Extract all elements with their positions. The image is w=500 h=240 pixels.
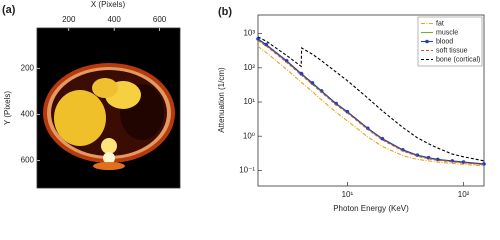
x-tick-label: 10¹: [342, 190, 354, 199]
x-tick-label: 400: [107, 15, 121, 24]
data-point: [264, 42, 268, 47]
panel-label: (b): [218, 6, 232, 18]
y-tick-label: 10¹: [243, 97, 255, 106]
series-line: [257, 38, 485, 165]
data-point: [299, 72, 304, 76]
y-tick-label: 10⁻¹: [239, 166, 255, 175]
x-axis-label: X (Pixels): [91, 0, 126, 9]
data-point: [345, 109, 350, 114]
x-tick-label: 200: [62, 15, 76, 24]
y-tick-label: 10²: [243, 63, 255, 72]
legend-label: blood: [436, 38, 453, 45]
legend-label: fat: [436, 20, 444, 27]
y-tick-label: 400: [21, 109, 35, 118]
data-point: [482, 162, 486, 166]
legend-marker: [425, 39, 429, 44]
data-point: [310, 81, 315, 85]
legend-label: bone (cortical): [436, 56, 480, 63]
y-axis-label: Y (Pixels): [3, 91, 12, 125]
y-tick-label: 200: [21, 63, 35, 72]
data-point: [284, 59, 289, 63]
legend-label: soft tissue: [436, 47, 468, 54]
y-tick-label: 10³: [243, 29, 255, 38]
axes-frame: [257, 14, 485, 187]
y-tick-label: 10⁰: [243, 131, 255, 140]
figure: (a) X (Pixels) Y (Pixels) (b) Attenuatio…: [2, 0, 486, 213]
legend-label: muscle: [436, 29, 458, 36]
data-point: [380, 136, 385, 141]
y-axis-label: Attenuation (1/cm): [217, 67, 226, 133]
x-tick-label: 600: [153, 15, 167, 24]
series-line: [257, 40, 485, 166]
data-point: [435, 157, 440, 162]
data-point: [415, 153, 420, 157]
panel-label: (a): [2, 4, 16, 16]
series-line: [257, 46, 485, 167]
x-tick-label: 10²: [458, 190, 470, 199]
ct-image: [37, 28, 180, 188]
y-tick-label: 600: [21, 155, 35, 164]
series-line: [257, 36, 485, 162]
axes-frame: [36, 27, 181, 189]
x-axis-label: Photon Energy (KeV): [333, 204, 409, 213]
